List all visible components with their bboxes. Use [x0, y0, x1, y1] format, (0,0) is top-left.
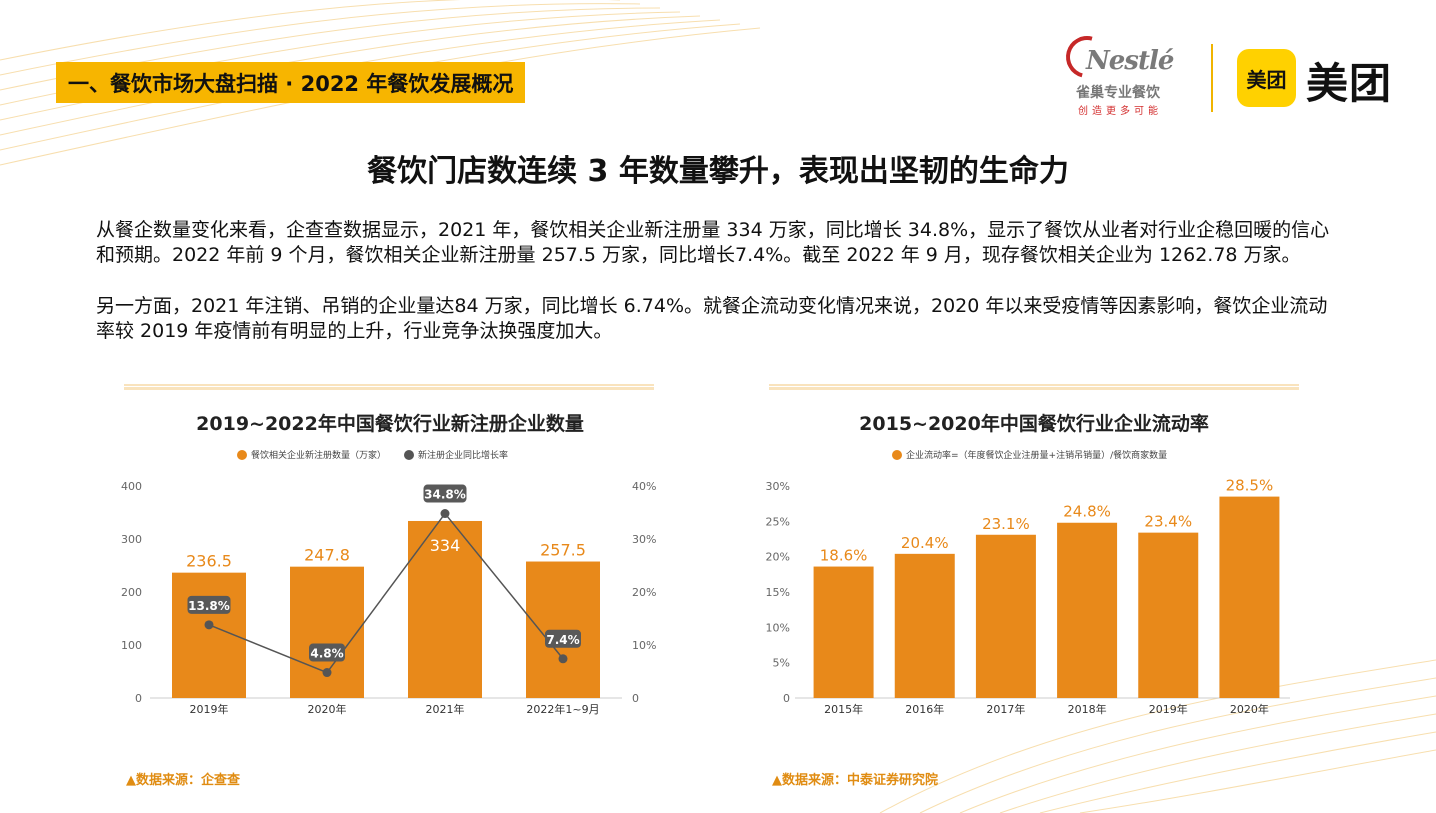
bar-1: [894, 553, 955, 698]
bar-value-label: 24.8%: [1063, 503, 1111, 521]
bar-1: [290, 566, 364, 698]
legend-line-marker: [404, 450, 414, 460]
bar-value-label: 18.6%: [820, 547, 868, 565]
y-tick-label: 100: [121, 639, 142, 652]
growth-rate-label-bg: [187, 595, 231, 614]
bar-value-label: 334: [430, 536, 461, 555]
y-tick-label: 0: [135, 692, 142, 705]
x-tick-label: 2019年: [1149, 702, 1188, 716]
x-tick-label: 2022年1~9月: [526, 702, 599, 716]
logo-divider: [1211, 44, 1213, 112]
growth-rate-label: 4.8%: [310, 647, 343, 661]
bar-2: [408, 520, 482, 698]
growth-rate-label-bg: [545, 629, 581, 648]
bar-3: [526, 561, 600, 698]
bar-value-label: 23.1%: [982, 515, 1030, 533]
legend-bar-marker: [892, 450, 902, 460]
growth-rate-point-1: [322, 668, 332, 678]
bar-4: [1138, 532, 1199, 698]
left-chart-title: 2019~2022年中国餐饮行业新注册企业数量: [196, 412, 584, 435]
growth-rate-label: 13.8%: [188, 599, 230, 613]
y-tick-label: 0: [783, 692, 790, 705]
x-tick-label: 2020年: [1230, 702, 1269, 716]
left-chart-top-rule: [124, 384, 654, 390]
y-tick-label: 400: [121, 480, 142, 493]
left-chart-source: ▲数据来源：企查查: [126, 773, 240, 788]
x-tick-label: 2020年: [308, 702, 347, 716]
bar-value-label: 20.4%: [901, 534, 949, 552]
x-tick-label: 2021年: [426, 702, 465, 716]
bar-3: [1057, 522, 1118, 698]
nestle-subtitle: 雀巢专业餐饮: [1076, 85, 1160, 101]
nestle-slogan: 创造更多可能: [1078, 106, 1162, 117]
y-tick-label: 20%: [766, 551, 790, 564]
y2-tick-label: 20%: [632, 586, 656, 599]
legend-bar-label: 企业流动率=（年度餐饮企业注册量+注销吊销量）/餐饮商家数量: [906, 449, 1167, 461]
growth-rate-label: 34.8%: [424, 488, 466, 502]
growth-rate-label-bg: [423, 484, 467, 503]
bar-5: [1219, 496, 1280, 698]
meituan-wordmark: 美团: [1306, 59, 1393, 108]
right-chart: 2015~2020年中国餐饮行业企业流动率企业流动率=（年度餐饮企业注册量+注销…: [766, 412, 1290, 716]
y-tick-label: 25%: [766, 515, 790, 528]
legend-line-label: 新注册企业同比增长率: [418, 449, 508, 461]
y2-tick-label: 30%: [632, 533, 656, 546]
y2-tick-label: 0: [632, 692, 639, 705]
y-tick-label: 300: [121, 533, 142, 546]
y-tick-label: 200: [121, 586, 142, 599]
nestle-logo: Nestlé 雀巢专业餐饮 创造更多可能: [1058, 28, 1186, 118]
y2-tick-label: 10%: [632, 639, 656, 652]
x-tick-label: 2015年: [824, 702, 863, 716]
growth-rate-label: 7.4%: [546, 633, 579, 647]
section-tag: 一、餐饮市场大盘扫描 · 2022 年餐饮发展概况: [56, 62, 526, 103]
bar-2: [975, 534, 1036, 698]
right-chart-title: 2015~2020年中国餐饮行业企业流动率: [859, 412, 1209, 435]
right-chart-source: ▲数据来源：中泰证券研究院: [772, 773, 938, 788]
growth-rate-point-2: [440, 509, 450, 519]
y2-tick-label: 40%: [632, 480, 656, 493]
right-chart-top-rule: [769, 384, 1299, 390]
paragraph-2: 另一方面，2021 年注销、吊销的企业量达84 万家，同比增长 6.74%。就餐…: [96, 295, 1328, 342]
x-tick-label: 2017年: [986, 702, 1025, 716]
page-headline: 餐饮门店数连续 3 年数量攀升，表现出坚韧的生命力: [367, 154, 1069, 189]
legend-bar-marker: [237, 450, 247, 460]
y-tick-label: 30%: [766, 480, 790, 493]
y-tick-label: 10%: [766, 621, 790, 634]
legend-bar-label: 餐饮相关企业新注册数量（万家）: [251, 449, 386, 461]
growth-rate-label-bg: [309, 643, 345, 662]
nestle-wordmark: Nestlé: [1086, 46, 1174, 76]
growth-rate-point-0: [204, 620, 214, 630]
growth-rate-line: [208, 512, 564, 674]
bar-0: [813, 566, 874, 698]
bar-value-label: 257.5: [540, 541, 586, 560]
y-tick-label: 5%: [773, 657, 790, 670]
y-tick-label: 15%: [766, 586, 790, 599]
x-tick-label: 2019年: [190, 702, 229, 716]
bar-value-label: 28.5%: [1226, 477, 1274, 495]
bar-value-label: 236.5: [186, 552, 232, 571]
growth-rate-point-3: [558, 654, 568, 664]
bar-value-label: 247.8: [304, 546, 350, 565]
x-tick-label: 2016年: [905, 702, 944, 716]
bar-value-label: 23.4%: [1144, 513, 1192, 531]
meituan-logo-box: 美团: [1237, 49, 1296, 107]
x-tick-label: 2018年: [1068, 702, 1107, 716]
paragraph-1: 从餐企数量变化来看，企查查数据显示，2021 年，餐饮相关企业新注册量 334 …: [96, 219, 1330, 266]
